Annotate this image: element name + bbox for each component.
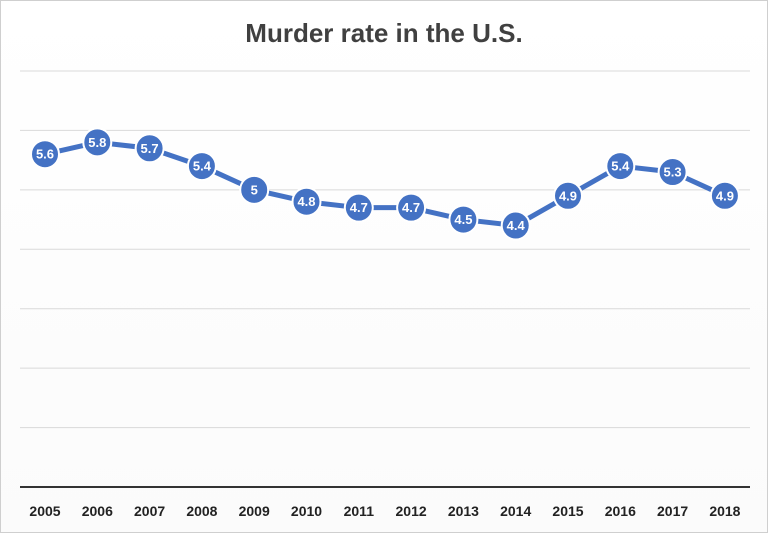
data-point: [657, 157, 688, 188]
data-label: 4.9: [559, 188, 577, 203]
x-tick-label: 2005: [29, 503, 60, 519]
data-label: 5.7: [141, 141, 159, 156]
chart-title: Murder rate in the U.S.: [245, 18, 523, 48]
data-label: 5.6: [36, 147, 54, 162]
data-point: [134, 133, 165, 164]
data-point: [448, 204, 479, 235]
x-tick-label: 2018: [709, 503, 740, 519]
x-tick-label: 2014: [500, 503, 531, 519]
x-tick-label: 2011: [344, 503, 375, 519]
data-point: [186, 151, 217, 182]
data-point: [709, 180, 740, 211]
data-label: 5.8: [88, 135, 106, 150]
data-label: 4.9: [716, 188, 734, 203]
data-point: [605, 151, 636, 182]
data-label: 4.7: [402, 200, 420, 215]
data-label: 4.8: [297, 194, 315, 209]
data-label: 4.5: [454, 212, 472, 227]
data-label: 5: [251, 182, 258, 197]
x-tick-label: 2013: [448, 503, 479, 519]
data-label: 5.4: [193, 159, 212, 174]
data-point: [500, 210, 531, 241]
x-tick-label: 2009: [239, 503, 270, 519]
data-label: 5.4: [611, 159, 630, 174]
data-point: [396, 192, 427, 223]
x-tick-label: 2007: [134, 503, 165, 519]
x-tick-label: 2012: [396, 503, 427, 519]
x-tick-label: 2006: [82, 503, 113, 519]
x-tick-label: 2016: [605, 503, 636, 519]
data-label: 4.7: [350, 200, 368, 215]
data-point: [239, 174, 270, 205]
x-tick-label: 2017: [657, 503, 688, 519]
data-label: 4.4: [507, 218, 526, 233]
x-tick-label: 2015: [552, 503, 583, 519]
data-point: [343, 192, 374, 223]
x-tick-label: 2008: [186, 503, 217, 519]
data-point: [30, 139, 60, 170]
data-point: [291, 186, 322, 217]
data-point: [82, 127, 113, 158]
data-label: 5.3: [664, 165, 682, 180]
data-point: [553, 180, 583, 211]
x-tick-label: 2010: [291, 503, 322, 519]
